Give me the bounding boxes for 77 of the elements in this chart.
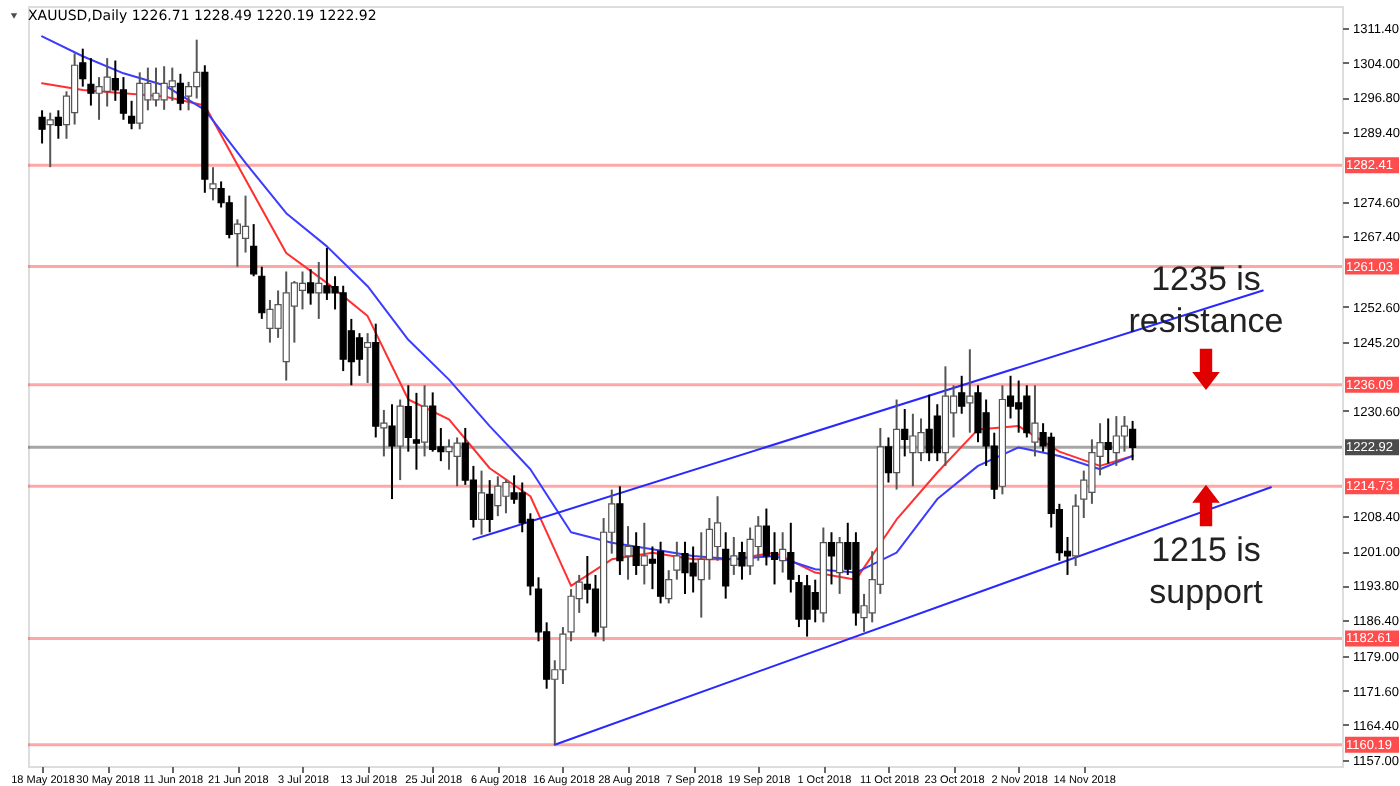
candlestick: [250, 223, 258, 278]
candlestick: [656, 540, 665, 605]
candlestick: [160, 65, 168, 111]
candlestick: [901, 407, 909, 458]
candlestick: [477, 469, 486, 536]
candlestick: [38, 109, 46, 145]
candlestick: [79, 47, 87, 88]
candlestick: [502, 479, 510, 515]
candlestick: [836, 536, 844, 595]
candlestick: [632, 531, 640, 576]
candlestick: [730, 536, 738, 576]
candlestick: [225, 194, 233, 240]
candlestick: [71, 52, 79, 126]
candlestick: [420, 384, 429, 458]
candlestick: [738, 540, 746, 581]
candlestick: [323, 246, 331, 301]
candlestick: [722, 531, 730, 600]
candlestick: [307, 268, 315, 306]
candlestick: [958, 374, 966, 415]
candlestick: [298, 270, 307, 311]
candlestick: [486, 479, 494, 534]
candlestick: [136, 71, 144, 131]
candlestick: [119, 76, 128, 121]
candlestick: [1129, 419, 1137, 462]
candlestick: [396, 398, 404, 482]
candlestick: [754, 515, 762, 562]
candlestick: [893, 398, 901, 491]
candlestick: [1023, 384, 1031, 439]
candlestick: [681, 540, 689, 595]
candlestick: [87, 57, 95, 107]
candlestick: [925, 393, 933, 463]
candlestick: [827, 531, 836, 586]
candlestick: [1104, 417, 1112, 465]
candlestick: [315, 261, 323, 320]
candlestick: [909, 412, 917, 488]
candlestick: [168, 66, 176, 102]
candlestick: [779, 531, 787, 574]
candlestick: [233, 218, 241, 268]
candlestick: [640, 521, 648, 586]
candlestick: [453, 436, 461, 488]
candlestick: [713, 495, 722, 562]
candlestick: [770, 531, 779, 586]
candlestick: [429, 391, 437, 453]
candlestick: [705, 517, 714, 581]
candlestick: [241, 194, 250, 254]
candlestick: [364, 332, 372, 384]
candlestick: [209, 166, 217, 202]
candlestick: [388, 403, 396, 501]
candlestick: [1006, 374, 1015, 420]
candlestick: [494, 475, 502, 518]
candlestick: [103, 57, 111, 108]
candlestick: [54, 109, 62, 140]
candlestick: [933, 403, 941, 463]
candlestick: [762, 507, 770, 567]
candlestick: [266, 298, 274, 344]
candlestick: [380, 408, 388, 458]
candlestick: [1015, 379, 1023, 434]
candlestick: [1112, 415, 1120, 467]
candlestick: [803, 573, 811, 638]
candlestick: [1031, 384, 1039, 458]
candlestick: [176, 72, 185, 112]
candlestick: [591, 573, 600, 638]
candlestick: [445, 438, 453, 471]
candlestick: [811, 578, 819, 624]
candlestick: [884, 436, 893, 484]
candlestick: [648, 545, 657, 591]
candlestick: [412, 391, 421, 471]
candlestick: [46, 111, 54, 169]
candlestick: [152, 66, 160, 108]
candlestick: [184, 80, 193, 112]
candlestick: [689, 545, 697, 594]
candlestick: [624, 525, 632, 581]
candlestick: [127, 99, 136, 131]
annotation: 1215 is support: [1149, 530, 1264, 611]
candlestick: [355, 332, 364, 377]
candlestick: [258, 265, 266, 320]
candlestick: [1120, 415, 1129, 453]
